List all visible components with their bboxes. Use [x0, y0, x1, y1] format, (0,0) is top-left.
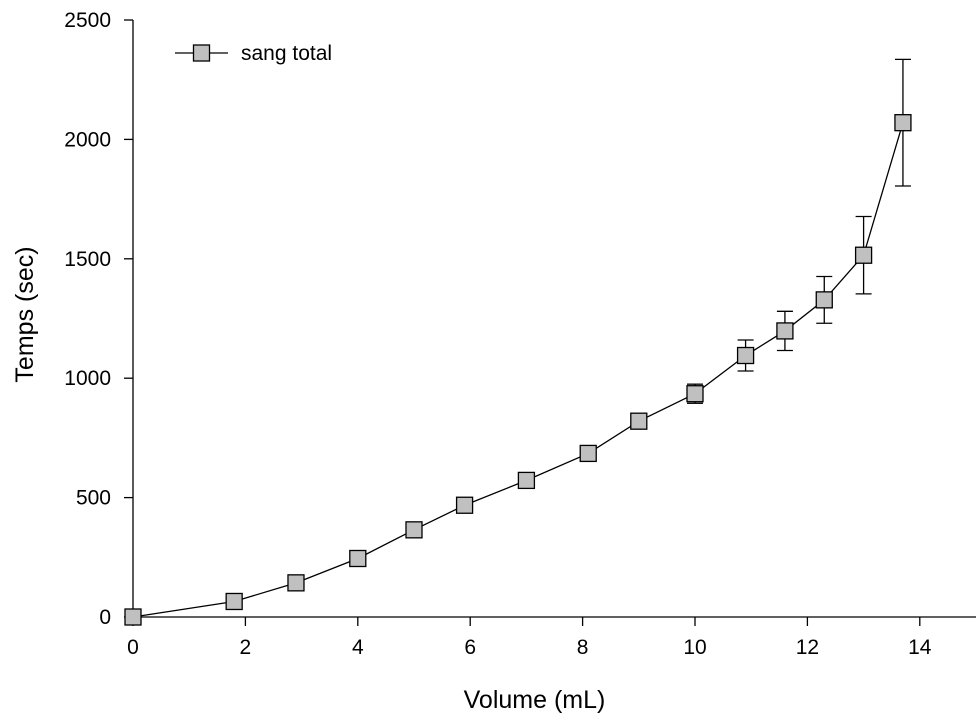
data-point — [579, 444, 597, 463]
axes: 0 2 4 6 8 10 12 14 0 500 1000 1500 2000 2500 — [64, 9, 976, 659]
data-point — [517, 471, 536, 490]
x-tick-label: 4 — [352, 636, 364, 659]
x-tick-label: 10 — [683, 636, 706, 659]
data-point — [405, 521, 423, 539]
data-point — [349, 549, 367, 568]
x-axis-title: Volume (mL) — [464, 686, 606, 714]
x-tick-label: 14 — [908, 636, 932, 659]
data-point — [287, 574, 305, 592]
y-tick-label: 2500 — [64, 9, 111, 32]
data-point — [225, 592, 243, 611]
legend-label: sang total — [241, 42, 332, 65]
data-point — [894, 114, 912, 132]
data-point — [736, 346, 755, 365]
plot-area — [124, 58, 912, 626]
legend: sang total — [175, 42, 332, 65]
data-point — [455, 496, 474, 514]
data-point — [124, 608, 142, 626]
x-tick-label: 6 — [464, 636, 476, 659]
y-tick-label: 0 — [99, 606, 111, 629]
x-tick-label: 12 — [796, 636, 819, 659]
y-tick-label: 500 — [76, 487, 111, 510]
data-point — [686, 385, 704, 403]
y-tick-label: 1500 — [64, 248, 111, 271]
series-line — [132, 122, 904, 618]
y-tick-label: 2000 — [64, 128, 111, 151]
x-tick-label: 8 — [577, 636, 589, 659]
data-point — [630, 412, 648, 430]
x-tick-label: 0 — [127, 636, 139, 659]
legend-marker — [192, 44, 211, 62]
y-axis-title: Temps (sec) — [11, 246, 39, 382]
y-tick-label: 1000 — [64, 367, 111, 390]
data-point — [854, 246, 873, 264]
data-point — [815, 291, 833, 309]
x-tick-label: 2 — [240, 636, 252, 659]
data-point — [776, 322, 794, 340]
